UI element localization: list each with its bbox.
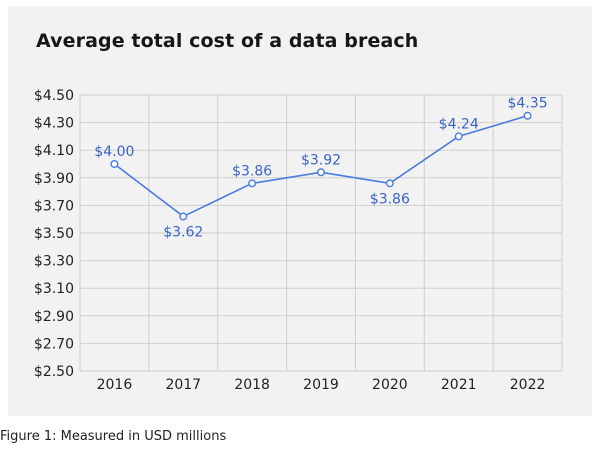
y-tick-label: $2.50 (34, 364, 74, 380)
data-label: $3.86 (370, 191, 410, 207)
y-tick-label: $4.30 (34, 116, 74, 132)
data-point (454, 132, 463, 141)
chart-title: Average total cost of a data breach (36, 30, 419, 52)
data-point (248, 179, 257, 188)
y-tick-label: $3.90 (34, 171, 74, 187)
x-tick-label: 2020 (372, 377, 408, 393)
figure-caption: Figure 1: Measured in USD millions (0, 429, 227, 444)
chart-panel (8, 6, 592, 416)
y-tick-label: $2.70 (34, 336, 74, 352)
x-tick-label: 2018 (234, 377, 270, 393)
data-label: $3.86 (232, 163, 272, 179)
y-tick-label: $3.70 (34, 198, 74, 214)
x-tick-label: 2022 (510, 377, 546, 393)
data-point (179, 212, 188, 221)
data-label: $4.35 (508, 96, 548, 112)
data-point (523, 111, 532, 120)
data-label: $3.92 (301, 152, 341, 168)
y-tick-label: $3.50 (34, 226, 74, 242)
data-label: $3.62 (163, 224, 203, 240)
data-point (317, 168, 326, 177)
y-tick-label: $3.10 (34, 281, 74, 297)
x-tick-label: 2016 (97, 377, 133, 393)
y-tick-label: $4.10 (34, 143, 74, 159)
data-point (110, 159, 119, 168)
data-label: $4.00 (94, 144, 134, 160)
x-tick-label: 2019 (303, 377, 339, 393)
y-tick-label: $2.90 (34, 309, 74, 325)
x-tick-label: 2021 (441, 377, 477, 393)
x-tick-label: 2017 (165, 377, 201, 393)
y-tick-label: $4.50 (34, 88, 74, 104)
y-tick-label: $3.30 (34, 254, 74, 270)
data-point (385, 179, 394, 188)
data-label: $4.24 (439, 116, 479, 132)
